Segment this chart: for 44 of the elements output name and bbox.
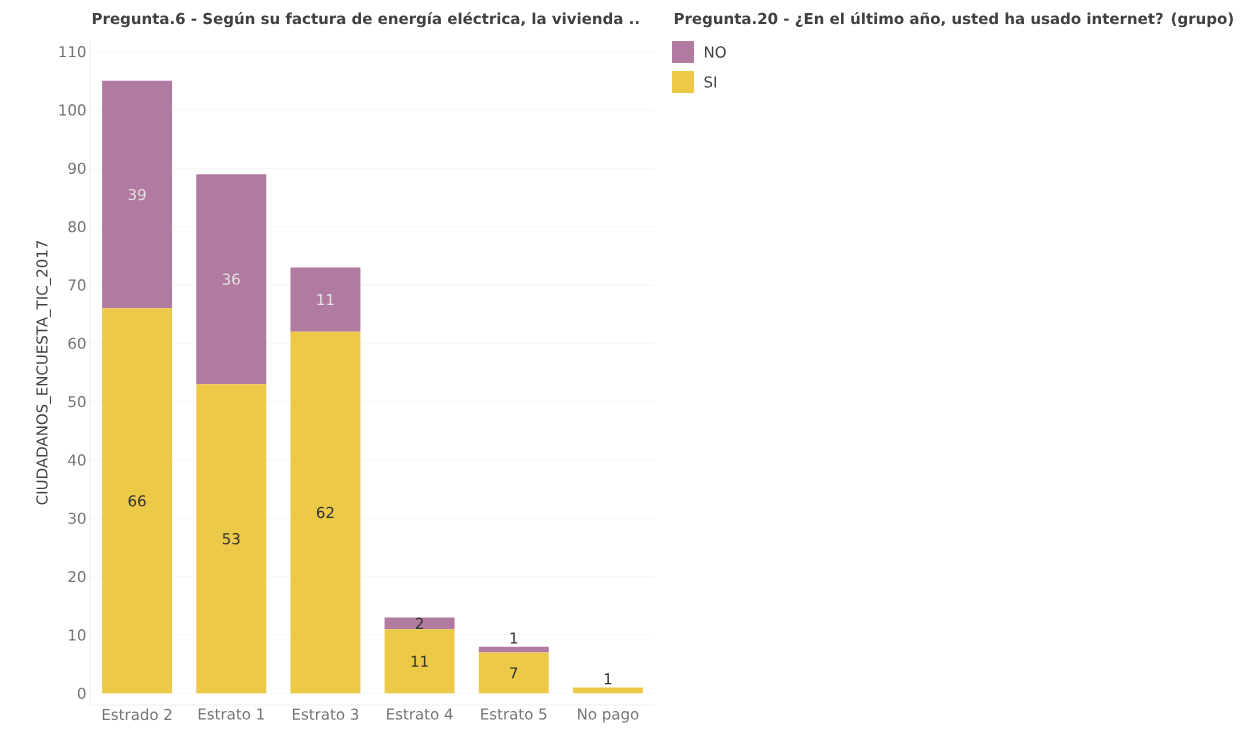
data-label: 2 <box>415 617 423 629</box>
data-label: 39 <box>128 188 146 201</box>
x-tick-label: No pago <box>578 708 639 723</box>
data-label: 66 <box>128 495 146 507</box>
y-tick-label: 0 <box>77 687 86 699</box>
y-tick-label: 100 <box>59 104 86 116</box>
data-label: 11 <box>317 294 334 306</box>
data-label: 53 <box>222 533 240 545</box>
y-tick-label: 10 <box>69 629 86 641</box>
x-tick-label: Estrato 4 <box>387 708 453 720</box>
y-tick-label: 110 <box>59 45 86 58</box>
y-axis-title: CIUDADANOS_ENCUESTA_TIC_2017 <box>36 240 51 505</box>
bar <box>196 384 267 694</box>
y-tick-label: 40 <box>68 454 86 466</box>
bar <box>290 331 361 694</box>
bar <box>384 629 455 694</box>
bar <box>478 652 549 694</box>
legend-title: Pregunta.20 - ¿En el último año, usted ha usado internet? (grupo) <box>674 11 1233 28</box>
legend-label: NO <box>705 46 726 58</box>
bar <box>102 308 173 694</box>
y-tick-label: 20 <box>68 570 86 583</box>
chart-title: Pregunta.6 - Según su factura de energía eléctrica, la vivienda .. <box>92 11 639 28</box>
data-label: 62 <box>316 506 334 519</box>
x-tick-label: Estrato 3 <box>292 708 359 720</box>
x-tick-label: Estrato 1 <box>198 708 264 720</box>
y-tick-label: 60 <box>68 337 86 349</box>
bar <box>196 174 267 385</box>
bar <box>290 267 361 332</box>
y-tick-label: 80 <box>68 220 86 233</box>
data-label: 11 <box>411 655 428 667</box>
y-tick-label: 30 <box>68 512 86 524</box>
data-label: 1 <box>604 673 612 685</box>
data-label: 36 <box>222 273 240 285</box>
data-label: 1 <box>510 632 518 644</box>
legend-label: SI <box>704 76 717 88</box>
x-tick-label: Estrado 2 <box>102 708 172 721</box>
bar <box>572 687 643 694</box>
data-label: 7 <box>510 667 518 679</box>
bar <box>384 617 455 630</box>
y-tick-label: 90 <box>68 162 86 174</box>
y-tick-label: 70 <box>68 279 86 291</box>
bar <box>102 80 173 309</box>
x-tick-label: Estrato 5 <box>481 708 547 720</box>
y-tick-label: 50 <box>68 395 86 408</box>
